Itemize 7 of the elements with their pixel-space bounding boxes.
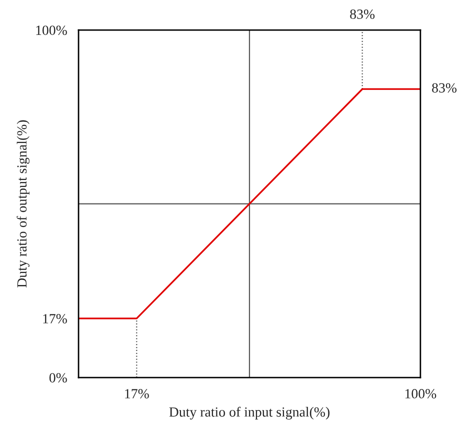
x-axis-title: Duty ratio of input signal(%) (169, 406, 330, 420)
y-tick-label: 0% (49, 373, 67, 383)
text: 83% (432, 83, 457, 93)
y-axis-title: Duty ratio of output signal(%) (16, 120, 30, 288)
y-tick-label: 100% (36, 26, 67, 36)
ref-line-label: 83% (350, 10, 375, 19)
y-tick-label: 17% (43, 314, 67, 324)
